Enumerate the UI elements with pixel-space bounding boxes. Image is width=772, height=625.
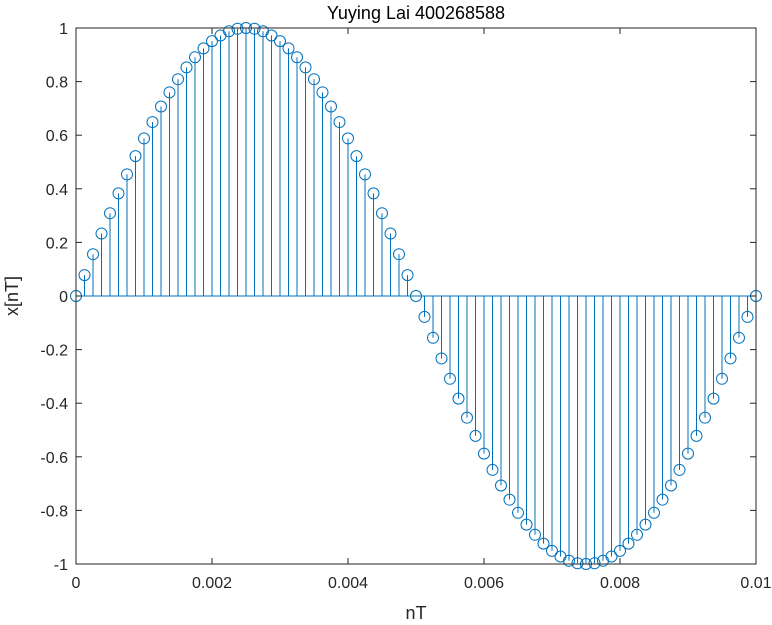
stem-marker bbox=[648, 506, 660, 519]
stem-marker bbox=[563, 554, 575, 567]
x-tick-label: 0.01 bbox=[740, 575, 771, 592]
stem-marker bbox=[537, 537, 550, 550]
stem-markers bbox=[70, 22, 762, 570]
stem-marker bbox=[274, 35, 286, 48]
stem-marker bbox=[622, 537, 635, 550]
stem-marker bbox=[690, 429, 703, 442]
stem-marker bbox=[180, 61, 193, 74]
stem-marker bbox=[121, 168, 133, 181]
stem-marker bbox=[146, 116, 159, 129]
stem-marker bbox=[546, 544, 558, 557]
stem-marker bbox=[393, 248, 405, 261]
stem-marker bbox=[418, 310, 431, 323]
stem-marker bbox=[129, 150, 142, 163]
stem-marker bbox=[724, 352, 737, 365]
stem-marker bbox=[112, 187, 125, 200]
stem-marker bbox=[452, 392, 465, 405]
x-tick-label: 0.008 bbox=[600, 575, 640, 592]
stem-marker bbox=[325, 100, 337, 113]
x-tick-label: 0 bbox=[72, 575, 81, 592]
stem-marker bbox=[248, 22, 261, 35]
stem-marker bbox=[206, 35, 218, 48]
stem-marker bbox=[104, 207, 116, 220]
stem-marker bbox=[291, 51, 303, 64]
stem-marker bbox=[231, 22, 244, 35]
stem-marker bbox=[512, 506, 524, 519]
stem-marker bbox=[716, 372, 728, 385]
stem-marker bbox=[342, 132, 354, 145]
stem-marker bbox=[87, 248, 99, 261]
stem-marker bbox=[359, 168, 371, 181]
y-tick-label: -0.2 bbox=[40, 343, 68, 360]
stem-marker bbox=[172, 73, 184, 86]
stem-marker bbox=[699, 411, 711, 424]
stem-marker bbox=[741, 310, 754, 323]
chart-title: Yuying Lai 400268588 bbox=[327, 3, 505, 23]
stem-marker bbox=[605, 550, 618, 563]
stem-marker bbox=[656, 493, 669, 506]
stem-marker bbox=[639, 518, 652, 531]
stem-marker bbox=[503, 493, 516, 506]
stem-marker bbox=[401, 269, 414, 282]
stem-marker bbox=[299, 61, 312, 74]
stem-marker bbox=[282, 42, 295, 55]
stem-marker bbox=[197, 42, 210, 55]
stem-marker bbox=[571, 557, 584, 570]
y-tick-label: -0.8 bbox=[40, 503, 68, 520]
stem-marker bbox=[529, 528, 541, 541]
stem-marker bbox=[486, 463, 499, 476]
y-tick-label: 0 bbox=[59, 289, 68, 306]
stem-marker bbox=[155, 100, 167, 113]
x-tick-label: 0.002 bbox=[192, 575, 232, 592]
stem-marker bbox=[707, 392, 720, 405]
y-tick-label: -0.4 bbox=[40, 396, 68, 413]
stem-marker bbox=[223, 25, 235, 38]
stem-marker bbox=[444, 372, 456, 385]
y-tick-label: 1 bbox=[59, 21, 68, 38]
y-tick-label: -1 bbox=[54, 557, 68, 574]
y-tick-label: 0.6 bbox=[46, 128, 68, 145]
stem-marker bbox=[78, 269, 91, 282]
stem-marker bbox=[189, 51, 201, 64]
stem-marker bbox=[308, 73, 320, 86]
stem-marker bbox=[588, 557, 601, 570]
stem-marker bbox=[384, 227, 397, 240]
stem-marker bbox=[367, 187, 380, 200]
stem-marker bbox=[333, 116, 346, 129]
stem-marker bbox=[682, 447, 694, 460]
x-tick-label: 0.004 bbox=[328, 575, 368, 592]
stem-marker bbox=[410, 290, 422, 302]
stem-marker bbox=[673, 463, 686, 476]
stem-marker bbox=[478, 447, 490, 460]
x-tick-label: 0.006 bbox=[464, 575, 504, 592]
y-tick-label: -0.6 bbox=[40, 450, 68, 467]
stem-marker bbox=[95, 227, 108, 240]
stem-marker bbox=[350, 150, 363, 163]
stem-marker bbox=[614, 544, 626, 557]
stem-lines bbox=[84, 28, 748, 564]
stem-marker bbox=[733, 331, 745, 344]
stem-marker bbox=[316, 86, 329, 99]
x-axis-label: nT bbox=[405, 603, 426, 623]
y-axis-ticks: -1 -0.8 -0.6 -0.4 -0.2 0 0.2 0.4 0.6 0.8 1 bbox=[40, 21, 756, 574]
stem-marker bbox=[665, 479, 677, 492]
stem-marker bbox=[376, 207, 388, 220]
stem-marker bbox=[435, 352, 448, 365]
y-tick-label: 0.4 bbox=[46, 182, 68, 199]
y-axis-label: x[nT] bbox=[2, 276, 22, 316]
stem-marker bbox=[265, 29, 278, 42]
stem-marker bbox=[495, 479, 507, 492]
stem-marker bbox=[427, 331, 439, 344]
y-tick-label: 0.8 bbox=[46, 75, 68, 92]
y-tick-label: 0.2 bbox=[46, 235, 68, 252]
stem-marker bbox=[138, 132, 150, 145]
stem-marker bbox=[461, 411, 473, 424]
stem-marker bbox=[163, 86, 176, 99]
stem-marker bbox=[520, 518, 533, 531]
stem-marker bbox=[631, 528, 643, 541]
stem-marker bbox=[469, 429, 482, 442]
x-axis-ticks: 0 0.002 0.004 0.006 0.008 0.01 bbox=[72, 28, 772, 592]
